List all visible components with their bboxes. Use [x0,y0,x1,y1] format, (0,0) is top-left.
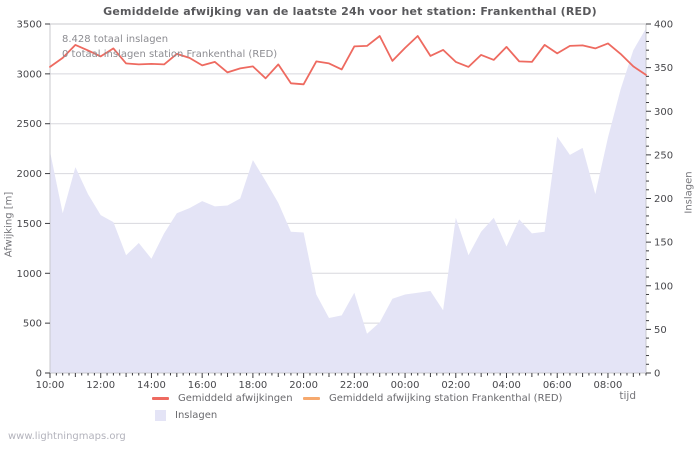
svg-text:1000: 1000 [17,269,42,280]
right-axis-title: Inslagen [683,171,695,214]
svg-text:06:00: 06:00 [543,380,572,391]
strikes-area-series [50,28,646,374]
svg-text:200: 200 [654,194,673,205]
watermark-url: www.lightningmaps.org [8,431,126,442]
svg-text:250: 250 [654,150,673,161]
svg-text:50: 50 [654,325,667,336]
legend-item-average-deviation: Gemiddeld afwijkingen [152,393,293,404]
svg-text:20:00: 20:00 [289,380,318,391]
legend-item-station-deviation: Gemiddeld afwijking station Frankenthal … [303,393,562,404]
svg-text:00:00: 00:00 [391,380,420,391]
annotation-block: 8.428 totaal inslagen 0 totaal inslagen … [62,32,277,62]
legend-swatch-strikes [155,410,166,421]
svg-text:3500: 3500 [17,20,42,31]
svg-text:10:00: 10:00 [36,380,65,391]
svg-text:1500: 1500 [17,219,42,230]
svg-text:300: 300 [654,107,673,118]
left-axis-title: Afwijking [m] [3,191,15,258]
svg-text:18:00: 18:00 [238,380,267,391]
svg-text:2500: 2500 [17,119,42,130]
legend-label-average-deviation: Gemiddeld afwijkingen [178,393,293,404]
annotation-station-strikes: 0 totaal inslagen station Frankenthal (R… [62,49,278,60]
svg-text:22:00: 22:00 [340,380,369,391]
legend-label-strikes: Inslagen [175,410,218,421]
svg-text:04:00: 04:00 [492,380,521,391]
axis-tick-layer: 0 500 1000 1500 2000 2500 3000 3500 0 50 100 150 200… [17,20,674,392]
svg-text:350: 350 [654,63,673,74]
legend-swatch-station-deviation [303,397,320,400]
svg-text:02:00: 02:00 [441,380,470,391]
annotation-total-strikes: 8.428 totaal inslagen [62,34,169,45]
svg-text:3000: 3000 [17,69,42,80]
svg-text:12:00: 12:00 [86,380,115,391]
chart-title: Gemiddelde afwijking van de laatste 24h … [103,5,597,18]
deviation-line-series [49,35,647,86]
svg-text:100: 100 [654,281,673,292]
svg-text:500: 500 [23,319,42,330]
svg-text:14:00: 14:00 [137,380,166,391]
svg-text:0: 0 [36,369,42,380]
x-axis-title: tijd [619,390,636,402]
legend-swatch-average-deviation [152,397,169,400]
svg-text:400: 400 [654,20,673,31]
svg-text:16:00: 16:00 [188,380,217,391]
legend-label-station-deviation: Gemiddeld afwijking station Frankenthal … [329,393,563,404]
svg-text:150: 150 [654,238,673,249]
svg-text:08:00: 08:00 [594,380,623,391]
svg-text:2000: 2000 [17,169,42,180]
svg-text:0: 0 [654,369,660,380]
legend-item-strikes: Inslagen [155,410,217,421]
